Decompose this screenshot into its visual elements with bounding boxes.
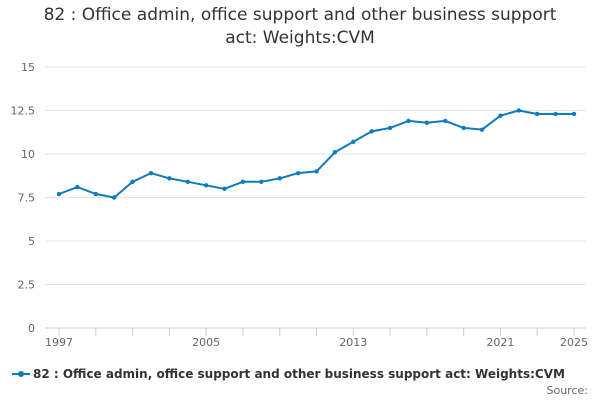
data-point: [222, 186, 227, 191]
data-point: [332, 150, 338, 155]
data-point: [351, 139, 356, 145]
y-tick-label: 5: [28, 235, 35, 248]
data-point: [277, 176, 282, 181]
data-point: [111, 195, 117, 200]
data-point: [479, 127, 485, 132]
data-point: [443, 118, 448, 124]
y-tick-label: 7.5: [18, 192, 36, 205]
data-point: [571, 111, 577, 117]
x-tick-label: 2025: [560, 336, 588, 349]
data-point: [369, 129, 374, 134]
data-point: [203, 183, 209, 188]
data-point: [130, 179, 135, 185]
legend-label: 82 : Office admin, office support and ot…: [33, 367, 565, 381]
data-point: [387, 125, 393, 131]
legend[interactable]: 82 : Office admin, office support and ot…: [12, 364, 565, 384]
y-tick-label: 12.5: [11, 105, 36, 118]
y-tick-label: 2.5: [18, 279, 36, 292]
data-point: [535, 111, 540, 117]
chart-title-line-1: 82 : Office admin, office support and ot…: [43, 5, 557, 25]
y-tick-label: 15: [21, 61, 35, 74]
data-point: [498, 113, 503, 118]
x-tick-label: 2021: [486, 336, 514, 349]
data-point: [424, 120, 430, 125]
data-point: [56, 191, 62, 197]
x-tick-label: 1997: [45, 336, 73, 349]
data-point: [185, 179, 190, 185]
x-tick-label: 2013: [339, 336, 367, 349]
data-point: [314, 169, 319, 174]
y-tick-label: 0: [28, 322, 35, 335]
data-point: [167, 176, 172, 181]
chart-title-line-2: act: Weights:CVM: [225, 28, 375, 48]
y-tick-label: 10: [21, 148, 35, 161]
legend-swatch-icon: [12, 369, 30, 379]
data-point: [93, 191, 98, 197]
chart-title: 82 : Office admin, office support and ot…: [0, 4, 600, 50]
data-point: [516, 108, 522, 113]
data-point: [406, 118, 411, 124]
data-point: [553, 111, 558, 117]
source-label: Source:: [546, 384, 589, 397]
data-point: [259, 179, 264, 185]
data-point: [75, 184, 80, 190]
data-point: [295, 170, 301, 176]
data-point: [148, 170, 154, 176]
x-tick-label: 2005: [192, 336, 220, 349]
data-point: [240, 179, 246, 185]
data-point: [461, 125, 466, 131]
